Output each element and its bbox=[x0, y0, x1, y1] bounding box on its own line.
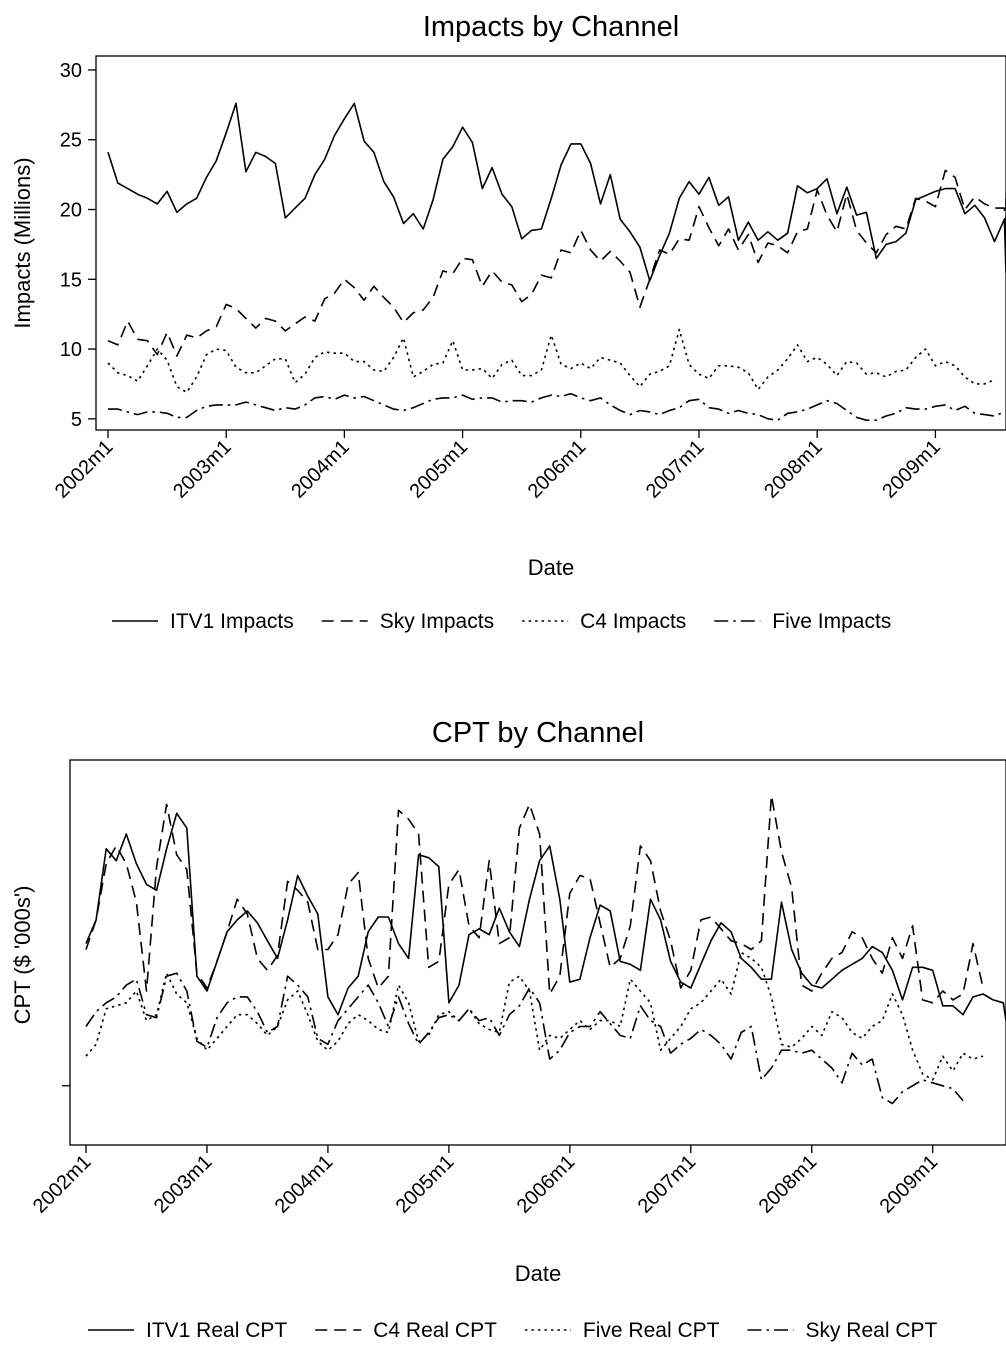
series-line bbox=[85, 812, 1006, 1021]
series-lines bbox=[107, 102, 1006, 422]
y-axis-label: CPT ($ '000s') bbox=[10, 886, 35, 1025]
chart-title: CPT by Channel bbox=[432, 717, 644, 749]
legend: ITV1 Real CPT C4 Real CPT Five Real CPT Sky… bbox=[88, 1319, 937, 1342]
x-tick-label: 2008m1 bbox=[760, 436, 827, 503]
legend-label: Sky Real CPT bbox=[805, 1319, 937, 1342]
x-axis-label: Date bbox=[515, 1261, 561, 1286]
x-tick-label: 2007m1 bbox=[642, 436, 709, 503]
series-line bbox=[107, 102, 1006, 282]
y-tick-label: 5 bbox=[71, 409, 82, 431]
cpt-chart: CPT by Channel 2002m1 2003m1 2004m1 2005m1 2… bbox=[10, 717, 1006, 1342]
x-tick-label: 2008m1 bbox=[755, 1151, 822, 1218]
x-tick-label: 2009m1 bbox=[876, 1151, 943, 1218]
legend-label: ITV1 Impacts bbox=[170, 610, 294, 633]
legend-label: Sky Impacts bbox=[380, 610, 494, 633]
y-tick-label: 15 bbox=[60, 269, 82, 291]
y-tick-label: 10 bbox=[60, 339, 82, 361]
x-tick-label: 2007m1 bbox=[634, 1151, 701, 1218]
series-line bbox=[85, 951, 984, 1081]
series-line bbox=[85, 972, 964, 1105]
y-axis: 5 10 15 20 25 30 bbox=[60, 60, 96, 431]
x-axis-label: Date bbox=[528, 555, 574, 580]
series-line bbox=[108, 392, 1005, 422]
x-tick-label: 2006m1 bbox=[513, 1151, 580, 1218]
x-tick-label: 2009m1 bbox=[878, 436, 945, 503]
x-tick-label: 2002m1 bbox=[29, 1151, 96, 1218]
x-tick-label: 2004m1 bbox=[271, 1151, 338, 1218]
legend: ITV1 Impacts Sky Impacts C4 Impacts Five Im… bbox=[112, 610, 891, 633]
x-tick-label: 2002m1 bbox=[51, 436, 118, 503]
legend-label: C4 Impacts bbox=[580, 610, 686, 633]
plot-frame bbox=[95, 55, 1006, 431]
series-line bbox=[107, 169, 1006, 357]
legend-label: Five Real CPT bbox=[583, 1319, 720, 1342]
y-axis-label: Impacts (Millions) bbox=[10, 157, 35, 328]
x-tick-label: 2004m1 bbox=[287, 436, 354, 503]
legend-label: C4 Real CPT bbox=[373, 1319, 497, 1342]
x-tick-label: 2005m1 bbox=[405, 436, 472, 503]
x-axis: 2002m1 2003m1 2004m1 2005m1 2006m1 2007m1 2008… bbox=[29, 1145, 942, 1218]
x-tick-label: 2005m1 bbox=[392, 1151, 459, 1218]
y-tick-label: 20 bbox=[60, 200, 82, 222]
x-tick-label: 2003m1 bbox=[150, 1151, 217, 1218]
series-lines bbox=[85, 794, 1006, 1105]
y-tick-label: 25 bbox=[60, 130, 82, 152]
x-axis: 2002m1 2003m1 2004m1 2005m1 2006m1 2007m1 2008… bbox=[51, 430, 945, 503]
legend-label: ITV1 Real CPT bbox=[146, 1319, 287, 1342]
x-tick-label: 2003m1 bbox=[169, 436, 236, 503]
x-tick-label: 2006m1 bbox=[524, 436, 591, 503]
plot-frame bbox=[69, 759, 1006, 1146]
series-line bbox=[85, 794, 984, 1004]
legend-label: Five Impacts bbox=[772, 610, 891, 633]
chart-title: Impacts by Channel bbox=[423, 11, 679, 43]
y-tick-label: 30 bbox=[60, 60, 82, 82]
series-line bbox=[107, 328, 995, 394]
